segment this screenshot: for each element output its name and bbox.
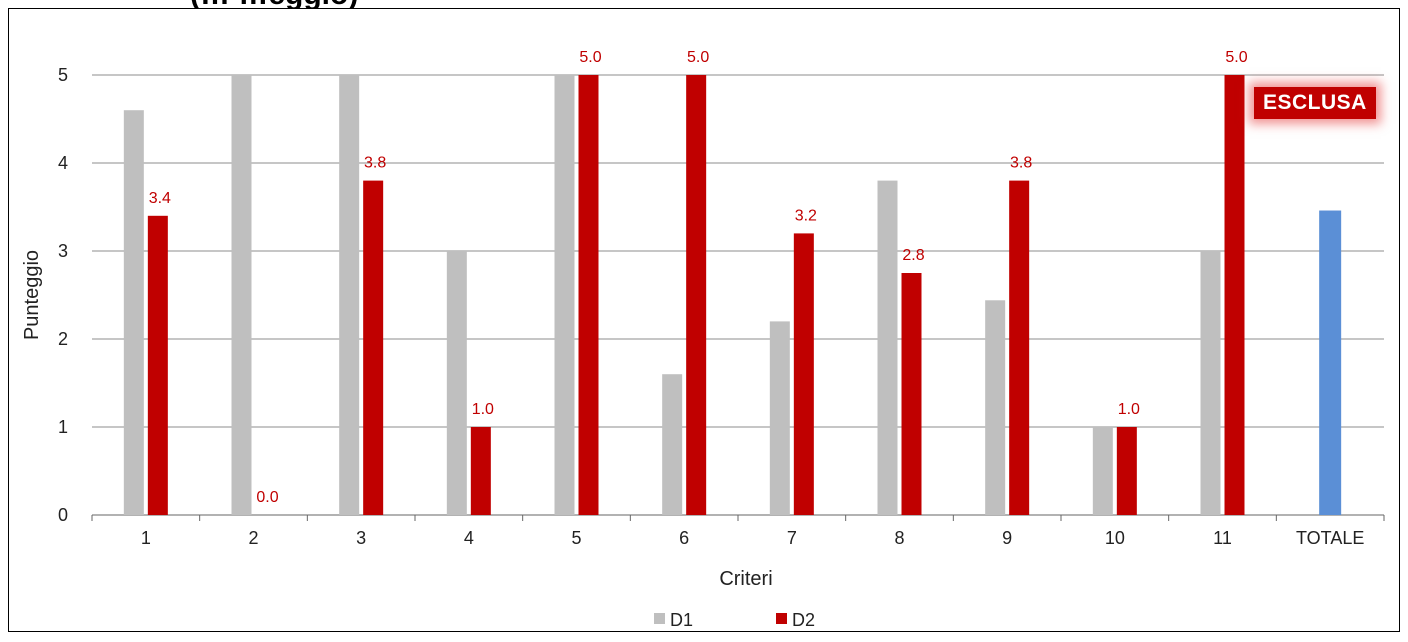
data-label-d2: 3.4 bbox=[149, 190, 171, 207]
legend: D1 D2 bbox=[654, 610, 815, 630]
bar-d2 bbox=[147, 215, 168, 516]
bar-d2 bbox=[901, 273, 922, 515]
legend-swatch-d1 bbox=[654, 613, 665, 624]
bars bbox=[123, 75, 1342, 516]
data-label-d2: 3.8 bbox=[364, 155, 386, 172]
bar-d1 bbox=[1092, 427, 1113, 515]
bar-d1 bbox=[877, 180, 898, 515]
bar-d1 bbox=[769, 321, 790, 515]
y-tick-label: 1 bbox=[58, 417, 68, 437]
bar-d1 bbox=[231, 75, 252, 515]
bar-d2 bbox=[1224, 75, 1245, 515]
x-tick-label: 11 bbox=[1213, 528, 1232, 548]
data-labels: 3.4 0.0 3.8 1.0 5.0 5.0 3.2 2.8 3.8 1.0 5.0 bbox=[149, 49, 1248, 506]
legend-label-d1: D1 bbox=[670, 610, 693, 630]
y-tick-label: 3 bbox=[58, 241, 68, 261]
x-tick-label: 6 bbox=[679, 528, 689, 548]
data-label-d2: 5.0 bbox=[1225, 49, 1247, 66]
gridlines bbox=[91, 74, 1385, 521]
x-tick-label: 3 bbox=[356, 528, 366, 548]
bar-d2 bbox=[363, 180, 384, 515]
data-label-d2: 1.0 bbox=[472, 401, 494, 418]
bar-d2 bbox=[686, 75, 707, 515]
y-tick-label: 0 bbox=[58, 505, 68, 525]
x-tick-label: 4 bbox=[464, 528, 474, 548]
excluded-badge: ESCLUSA bbox=[1254, 87, 1376, 119]
bar-d2 bbox=[793, 233, 814, 515]
bar-d1 bbox=[662, 374, 683, 515]
bar-d1 bbox=[339, 75, 360, 515]
data-label-d2: 5.0 bbox=[687, 49, 709, 66]
bar-d1 bbox=[1200, 251, 1221, 515]
bar-d2 bbox=[470, 427, 491, 515]
bar-d2 bbox=[1116, 427, 1137, 515]
bar-d2 bbox=[578, 75, 599, 515]
x-axis-title: Criteri bbox=[719, 568, 772, 590]
bar-d2 bbox=[1009, 180, 1030, 515]
data-label-d2: 0.0 bbox=[256, 489, 278, 506]
legend-swatch-d2 bbox=[776, 613, 787, 624]
bar-d1 bbox=[554, 75, 575, 515]
data-label-d2: 2.8 bbox=[902, 247, 924, 264]
y-axis-ticks: 0 1 2 3 4 5 bbox=[58, 65, 68, 525]
x-tick-label: 2 bbox=[248, 528, 258, 548]
data-label-d2: 3.2 bbox=[795, 207, 817, 224]
data-label-d2: 5.0 bbox=[579, 49, 601, 66]
bar-d1 bbox=[985, 300, 1006, 515]
y-axis-title: Punteggio bbox=[21, 250, 43, 340]
x-tick-label: 10 bbox=[1105, 528, 1125, 548]
x-tick-label: TOTALE bbox=[1296, 528, 1364, 548]
chart-title-fragment: (… …eggio) bbox=[190, 0, 358, 12]
x-tick-label: 9 bbox=[1002, 528, 1012, 548]
y-tick-label: 2 bbox=[58, 329, 68, 349]
data-label-d2: 1.0 bbox=[1118, 401, 1140, 418]
bar-d1 bbox=[446, 251, 467, 515]
legend-label-d2: D2 bbox=[792, 610, 815, 630]
y-tick-label: 4 bbox=[58, 153, 68, 173]
x-tick-label: 8 bbox=[894, 528, 904, 548]
bar-totale bbox=[1319, 210, 1342, 515]
y-tick-label: 5 bbox=[58, 65, 68, 85]
x-axis-ticks: 1 2 3 4 5 6 7 8 9 10 11 TOTALE bbox=[141, 528, 1365, 548]
bar-d1 bbox=[123, 110, 144, 515]
x-tick-label: 5 bbox=[571, 528, 581, 548]
x-tick-label: 7 bbox=[787, 528, 797, 548]
x-tick-label: 1 bbox=[141, 528, 151, 548]
data-label-d2: 3.8 bbox=[1010, 155, 1032, 172]
